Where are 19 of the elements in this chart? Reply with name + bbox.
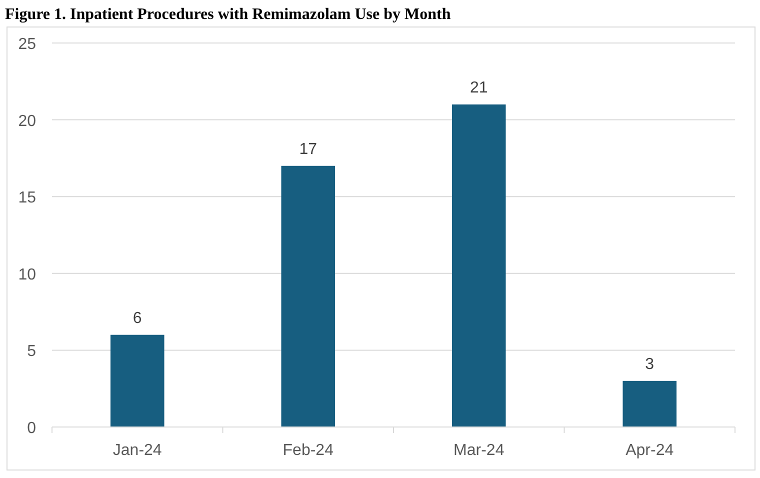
x-tick-label: Mar-24 xyxy=(454,442,504,459)
y-tick-label: 10 xyxy=(18,266,36,284)
data-label: 6 xyxy=(132,310,142,327)
data-label: 3 xyxy=(645,356,654,373)
chart-title: Figure 1. Inpatient Procedures with Remimazolam Use by Month xyxy=(5,6,451,23)
y-tick-label: 0 xyxy=(27,420,36,437)
y-tick-label: 25 xyxy=(18,36,36,53)
bar xyxy=(622,380,677,427)
y-tick-label: 5 xyxy=(27,343,36,360)
y-tick-label: 20 xyxy=(18,112,36,130)
bar xyxy=(452,104,506,427)
data-label: 21 xyxy=(470,79,488,96)
bar xyxy=(281,166,336,427)
x-tick-label: Feb-24 xyxy=(282,442,334,459)
y-tick-label: 15 xyxy=(18,190,36,207)
bar xyxy=(110,334,164,427)
data-label: 17 xyxy=(299,140,318,158)
x-tick-label: Jan-24 xyxy=(112,442,162,459)
x-tick-label: Apr-24 xyxy=(626,442,674,459)
